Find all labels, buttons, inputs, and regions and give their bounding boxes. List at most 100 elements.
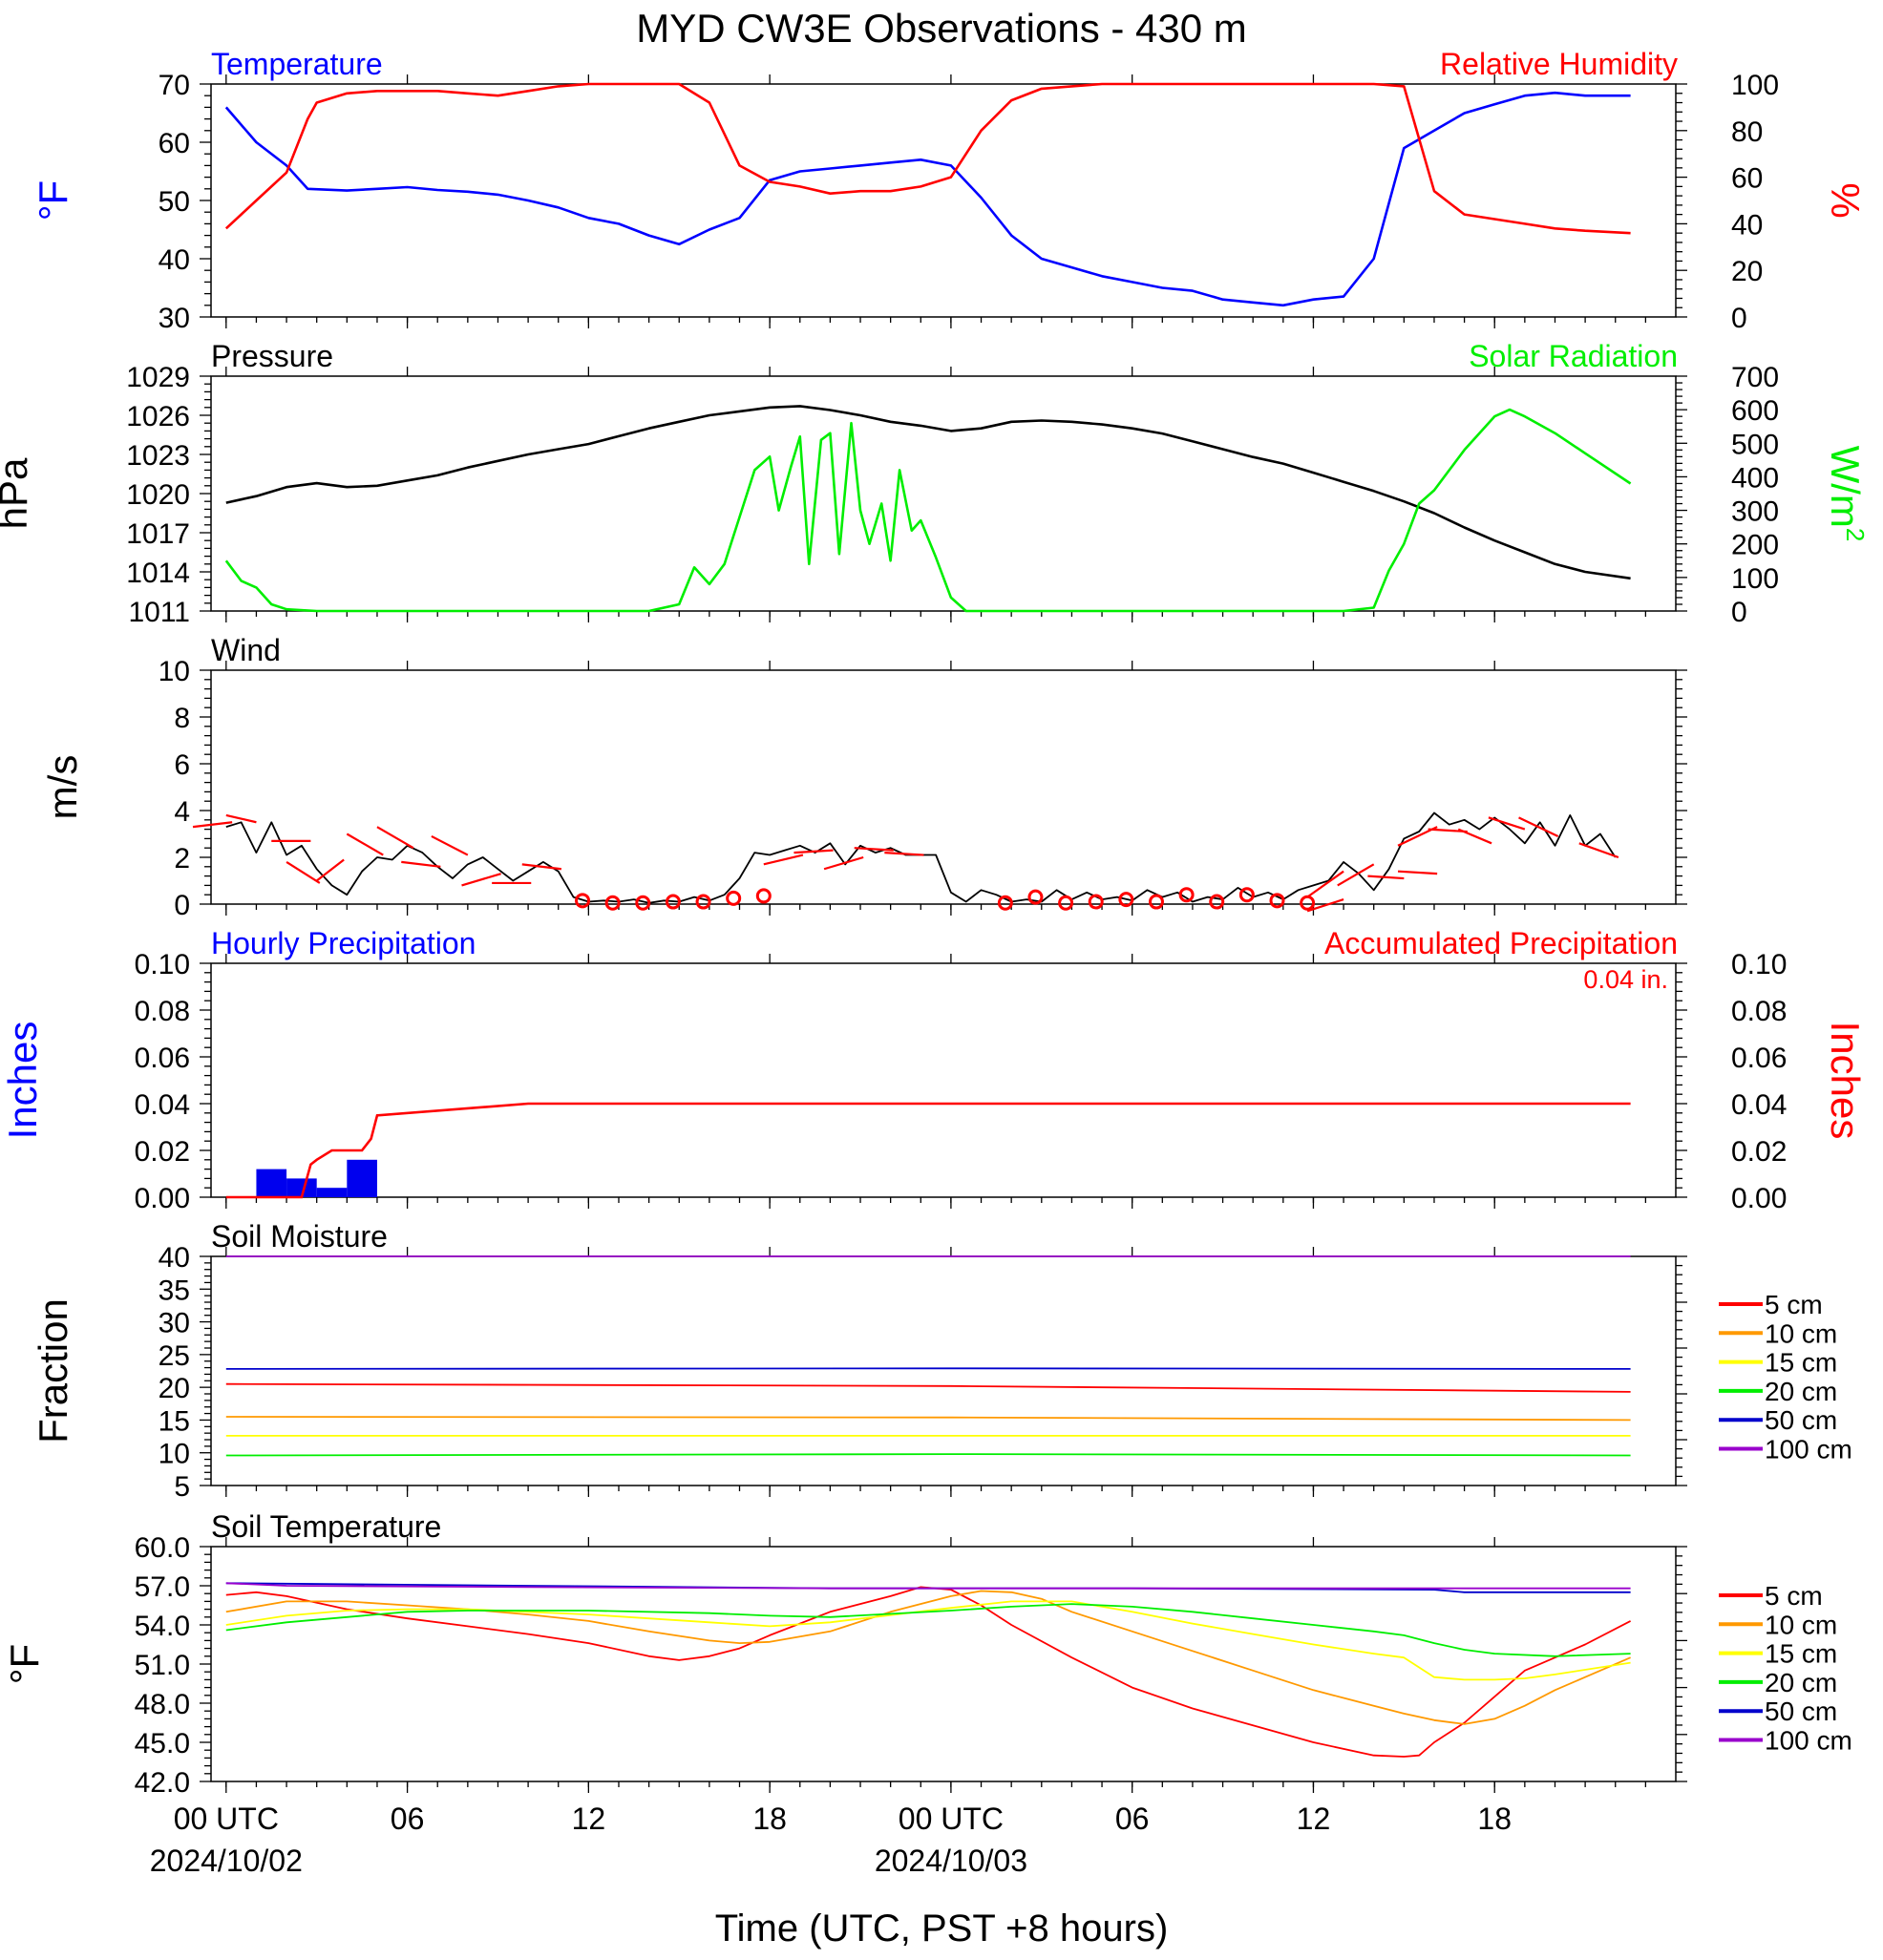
- y2-tick-label: 60: [1731, 163, 1763, 195]
- precip-total-label: 0.04 in.: [1583, 965, 1668, 994]
- series-group: [225, 1255, 1631, 1457]
- y-tick-label: 60: [159, 128, 190, 159]
- series-line-wind: [225, 811, 1617, 904]
- y-tick-label: 20: [159, 1373, 190, 1404]
- calm-wind-marker: [1088, 894, 1104, 910]
- panel-title-right: Solar Radiation: [1469, 339, 1678, 373]
- panel-title-left: Temperature: [211, 47, 383, 81]
- y2-axis-label: Inches: [1823, 1022, 1868, 1140]
- y-tick-label: 1017: [126, 518, 190, 550]
- series-group: [225, 1102, 1631, 1199]
- calm-wind-marker: [1058, 895, 1074, 911]
- legend-label: 15 cm: [1765, 1348, 1837, 1378]
- y-tick-label: 40: [159, 1242, 190, 1274]
- series-line-accumulated-precipitation: [225, 1102, 1631, 1199]
- y-tick-label: 4: [174, 796, 190, 828]
- calm-wind-marker: [1148, 894, 1164, 910]
- y-tick-label: 8: [174, 703, 190, 734]
- x-axis-label: Time (UTC, PST +8 hours): [715, 1907, 1169, 1949]
- series-line-5-cm: [225, 1382, 1631, 1393]
- x-tick-label: 12: [572, 1802, 606, 1836]
- calm-wind-marker: [997, 895, 1013, 911]
- y2-tick-label: 600: [1731, 395, 1779, 427]
- y-tick-label: 10: [159, 1439, 190, 1470]
- y2-tick-label: 100: [1731, 563, 1779, 595]
- series-line-relative-humidity: [224, 82, 1631, 235]
- y2-tick-label: 500: [1731, 429, 1779, 460]
- y-tick-label: 5: [174, 1471, 190, 1503]
- legend-label: 5 cm: [1765, 1581, 1823, 1611]
- series-line-temperature: [224, 91, 1631, 307]
- panel-title-left: Wind: [211, 633, 281, 667]
- wind-barb: [1337, 863, 1375, 887]
- legend-label: 50 cm: [1765, 1405, 1837, 1435]
- wind-barb: [1397, 870, 1438, 875]
- wind-barb: [346, 832, 384, 856]
- y-tick-label: 35: [159, 1275, 190, 1306]
- panel-title-right: Accumulated Precipitation: [1324, 926, 1678, 960]
- y-tick-label: 0.00: [135, 1183, 190, 1214]
- series-group: [225, 811, 1617, 904]
- calm-wind-marker: [695, 894, 711, 910]
- y2-tick-label: 200: [1731, 530, 1779, 561]
- series-group: [225, 1582, 1632, 1758]
- y-axis-label: Fraction: [31, 1298, 75, 1444]
- x-tick-label: 06: [391, 1802, 425, 1836]
- series-line-solar-radiation: [224, 408, 1632, 613]
- precip-bar: [316, 1188, 348, 1197]
- wind-barb: [225, 813, 257, 824]
- y-tick-label: 50: [159, 186, 190, 218]
- y2-tick-label: 0.10: [1731, 949, 1787, 980]
- calm-wind-marker: [726, 890, 742, 906]
- y-tick-label: 51.0: [135, 1650, 190, 1681]
- series-line-20-cm: [225, 1603, 1631, 1657]
- y2-axis-label: %: [1823, 182, 1868, 218]
- y2-tick-label: 400: [1731, 462, 1779, 494]
- y2-axis-label-sup: 2: [1841, 528, 1870, 541]
- legend-label: 15 cm: [1765, 1639, 1837, 1669]
- x-tick-label: 12: [1297, 1802, 1331, 1836]
- y-tick-label: 0.10: [135, 949, 190, 980]
- legend-label: 5 cm: [1765, 1290, 1823, 1319]
- wind-barb: [763, 854, 804, 866]
- x-axis: 00 UTC 2024/10/02 06 12 18 00 UTC 2024/10/03 06…: [150, 1802, 1512, 1878]
- panel-temp_rh: 30 40 50 60 70 0 20 40 60 80 100 Temperature Relativ…: [31, 47, 1868, 334]
- legend-label: 10 cm: [1765, 1610, 1837, 1639]
- panel-title-left: Hourly Precipitation: [211, 926, 476, 960]
- series-line-100-cm: [225, 1582, 1631, 1590]
- y-tick-label: 30: [159, 1308, 190, 1339]
- y-tick-label: 54.0: [135, 1611, 190, 1642]
- plot-frame: [210, 962, 1677, 1198]
- plot-frame: [210, 1546, 1677, 1782]
- plot-frame: [210, 669, 1677, 905]
- calm-wind-marker: [1209, 894, 1225, 910]
- y2-tick-label: 80: [1731, 116, 1763, 148]
- y-axis-label: °F: [31, 180, 75, 221]
- y2-tick-label: 300: [1731, 496, 1779, 528]
- calm-wind-marker: [575, 893, 591, 909]
- calm-wind-marker: [1027, 889, 1044, 905]
- wind-barb: [884, 852, 924, 856]
- wind-barb: [1306, 870, 1344, 898]
- panel-soil_temperature: 42.0 45.0 48.0 51.0 54.0 57.0 60.0 Soil Tempera…: [2, 1509, 1852, 1799]
- y2-tick-label: 0.04: [1731, 1089, 1787, 1121]
- wind-barb: [1457, 828, 1492, 845]
- y2-tick-label: 100: [1731, 70, 1779, 101]
- y2-axis-label: W/m2: [1823, 446, 1870, 542]
- y-tick-label: 70: [159, 70, 190, 101]
- legend-label: 10 cm: [1765, 1318, 1837, 1348]
- x-tick-label: 00 UTC: [899, 1802, 1004, 1836]
- y-tick-label: 57.0: [135, 1571, 190, 1603]
- wind-barb: [376, 826, 414, 850]
- y-tick-label: 1014: [126, 558, 190, 589]
- y-tick-label: 1020: [126, 479, 190, 511]
- calm-wind-marker: [1118, 892, 1134, 908]
- x-date-label: 2024/10/02: [150, 1844, 303, 1878]
- y2-tick-label: 0.08: [1731, 996, 1787, 1027]
- precip-bar: [286, 1178, 317, 1197]
- y2-tick-label: 0.06: [1731, 1043, 1787, 1074]
- y2-tick-label: 0: [1731, 303, 1747, 334]
- series-line-15-cm: [225, 1600, 1631, 1681]
